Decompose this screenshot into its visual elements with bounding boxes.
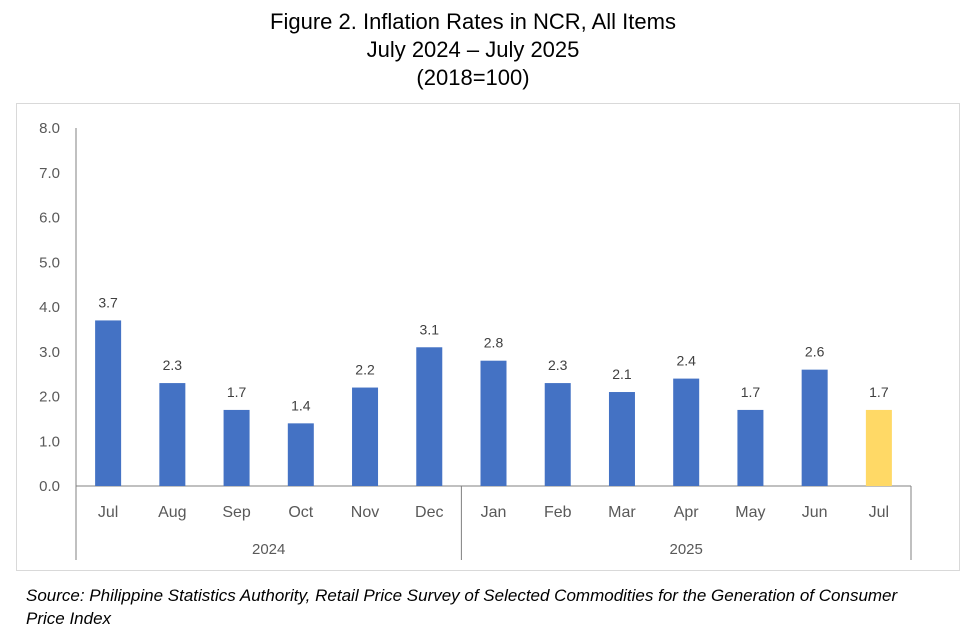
x-category-label: Feb: [544, 504, 572, 521]
x-category-label: Aug: [158, 504, 186, 521]
bar: [159, 383, 186, 486]
bar: [95, 320, 122, 486]
y-tick-label: 1.0: [39, 433, 60, 450]
bar: [608, 392, 635, 486]
y-tick-label: 6.0: [39, 210, 60, 227]
y-tick-label: 5.0: [39, 254, 60, 271]
x-category-label: Apr: [674, 504, 700, 521]
source-note: Source: Philippine Statistics Authority,…: [26, 586, 898, 628]
bar: [480, 360, 507, 486]
bar: [352, 387, 379, 486]
data-label: 3.1: [420, 321, 440, 337]
x-category-label: Nov: [351, 504, 379, 521]
bar: [287, 423, 314, 486]
y-tick-label: 8.0: [39, 120, 60, 137]
data-label: 1.7: [227, 384, 247, 400]
x-category-label: Jun: [802, 504, 828, 521]
data-label: 2.6: [805, 344, 825, 360]
y-tick-label: 0.0: [39, 478, 60, 495]
chart-area: 0.0 1.0 2.0 3.0 4.0 5.0 6.0 7.0 8.0 3.7 Jul 2.3 Aug 1…: [16, 103, 960, 571]
bar: [801, 369, 828, 486]
data-label: 1.7: [741, 384, 761, 400]
data-label: 2.3: [163, 357, 183, 373]
bar: [544, 383, 571, 486]
x-category-label: Jul: [869, 504, 889, 521]
chart-title: Figure 2. Inflation Rates in NCR, All It…: [270, 9, 676, 34]
bar: [223, 409, 250, 486]
data-label: 1.7: [869, 384, 889, 400]
x-category-label: Mar: [608, 504, 636, 521]
x-category-label: Jan: [481, 504, 507, 521]
x-category-label: May: [735, 504, 765, 521]
x-category-label: Dec: [415, 504, 443, 521]
chart-subtitle-base-year: (2018=100): [416, 65, 530, 90]
y-tick-label: 2.0: [39, 389, 60, 406]
x-group-label: 2025: [670, 541, 703, 558]
chart-title-block: Figure 2. Inflation Rates in NCR, All It…: [0, 8, 946, 92]
chart-subtitle-period: July 2024 – July 2025: [366, 37, 580, 62]
bar: [737, 409, 764, 486]
bar: [865, 409, 892, 486]
x-category-label: Sep: [222, 504, 251, 521]
data-label: 2.2: [355, 362, 375, 378]
y-tick-label: 3.0: [39, 344, 60, 361]
x-category-label: Oct: [288, 504, 313, 521]
data-label: 2.3: [548, 357, 568, 373]
x-group-label: 2024: [252, 541, 285, 558]
inflation-bar-chart: 0.0 1.0 2.0 3.0 4.0 5.0 6.0 7.0 8.0 3.7 Jul 2.3 Aug 1…: [39, 120, 912, 560]
y-tick-label: 4.0: [39, 299, 60, 316]
data-label: 1.4: [291, 397, 311, 413]
bar: [673, 378, 700, 486]
data-label: 2.4: [676, 353, 696, 369]
data-label: 2.8: [484, 335, 504, 351]
bar: [416, 347, 443, 486]
y-tick-label: 7.0: [39, 165, 60, 182]
data-label: 3.7: [98, 294, 118, 310]
x-category-label: Jul: [98, 504, 118, 521]
data-label: 2.1: [612, 366, 632, 382]
